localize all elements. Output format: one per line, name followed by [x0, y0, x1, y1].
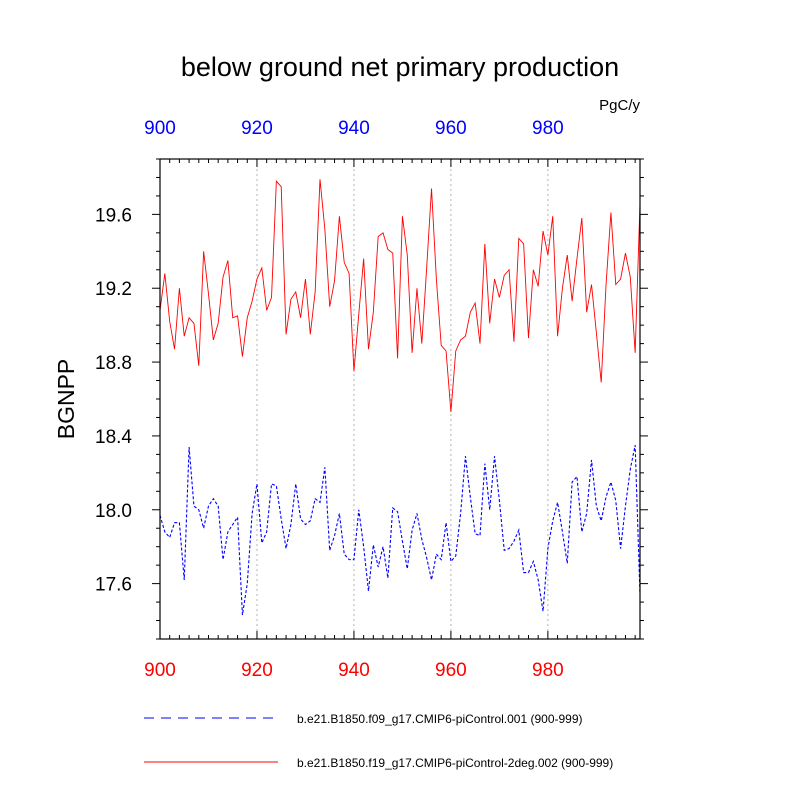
y-tick-label: 17.6	[95, 575, 132, 596]
legend: b.e21.B1850.f09_g17.CMIP6-piControl.001 …	[144, 712, 613, 770]
chart-title: below ground net primary production	[181, 52, 619, 82]
x-tick-label-top: 940	[338, 118, 370, 139]
y-tick-label: 18.4	[95, 427, 132, 448]
x-tick-label-bottom: 960	[435, 660, 467, 681]
legend-label-2: b.e21.B1850.f19_g17.CMIP6-piControl-2deg…	[297, 756, 613, 770]
y-tick-label: 19.2	[95, 279, 132, 300]
plot-frame	[159, 158, 641, 640]
x-tick-label-top: 960	[435, 118, 467, 139]
legend-label-1: b.e21.B1850.f09_g17.CMIP6-piControl.001 …	[297, 712, 583, 726]
x-tick-label-bottom: 980	[532, 660, 564, 681]
series-layer	[159, 179, 641, 616]
x-tick-label-top: 900	[144, 118, 176, 139]
units-label: PgC/y	[599, 97, 640, 114]
axes: 900 900 920 920 940 940 960 960 980 980 17.6 18.0 18…	[95, 118, 648, 681]
x-tick-label-top: 980	[532, 118, 564, 139]
x-tick-label-bottom: 920	[241, 660, 273, 681]
series-line-2	[159, 179, 641, 412]
series-line-1	[159, 445, 641, 616]
y-tick-label: 19.6	[95, 205, 132, 226]
x-tick-label-bottom: 900	[144, 660, 176, 681]
y-tick-label: 18.8	[95, 353, 132, 374]
y-axis-label: BGNPP	[53, 359, 79, 440]
grid-lines	[256, 159, 549, 639]
x-tick-label-bottom: 940	[338, 660, 370, 681]
y-tick-label: 18.0	[95, 501, 132, 522]
x-tick-label-top: 920	[241, 118, 273, 139]
